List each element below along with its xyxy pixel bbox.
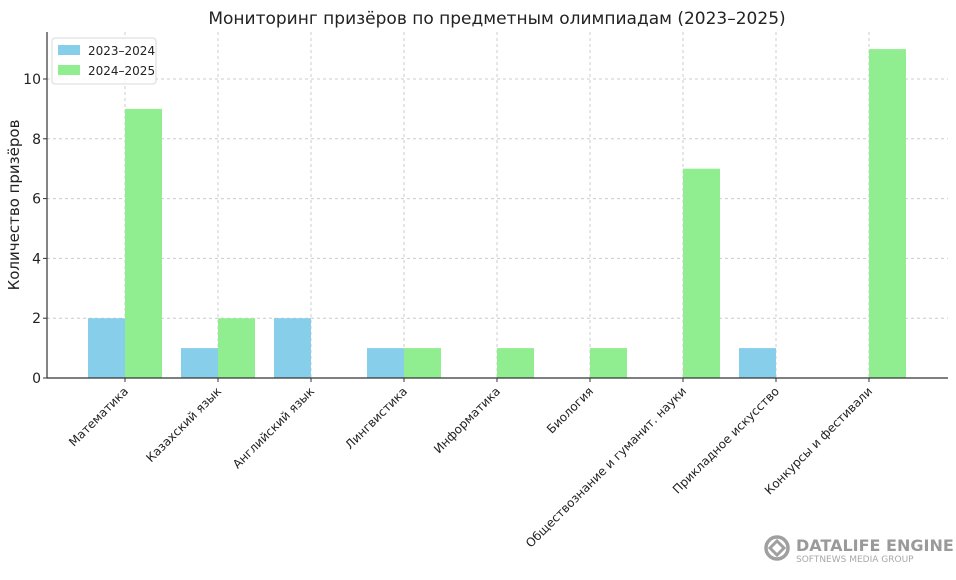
watermark-subtitle: SOFTNEWS MEDIA GROUP bbox=[796, 555, 914, 565]
bar bbox=[404, 348, 441, 378]
x-tick-label: Английский язык bbox=[230, 384, 317, 471]
bar bbox=[497, 348, 534, 378]
bar bbox=[367, 348, 404, 378]
watermark-title: DATALIFE ENGINE bbox=[796, 536, 954, 555]
y-tick-label: 10 bbox=[23, 72, 41, 88]
x-tick-label: Биология bbox=[544, 384, 596, 436]
legend-swatch bbox=[58, 45, 80, 55]
bars bbox=[88, 49, 906, 379]
x-tick-label: Конкурсы и фестивали bbox=[762, 384, 875, 497]
x-axis-ticks: Математика Казахский язык Английский язык Л… bbox=[66, 378, 875, 550]
bar bbox=[590, 348, 627, 378]
y-axis-ticks: 0 2 4 6 8 10 bbox=[23, 72, 47, 387]
y-tick-label: 4 bbox=[32, 251, 41, 267]
x-tick-label: Информатика bbox=[431, 384, 503, 456]
watermark: DATALIFE ENGINE SOFTNEWS MEDIA GROUP bbox=[764, 535, 954, 565]
legend-label: 2023–2024 bbox=[88, 44, 155, 58]
x-tick-label: Обществознание и гуманит. науки bbox=[523, 384, 689, 550]
y-tick-label: 2 bbox=[32, 311, 41, 327]
bar bbox=[88, 318, 125, 378]
bar bbox=[739, 348, 776, 378]
y-axis-label: Количество призёров bbox=[5, 120, 23, 291]
y-tick-label: 8 bbox=[32, 132, 41, 148]
bar bbox=[181, 348, 218, 378]
y-tick-label: 0 bbox=[32, 371, 41, 387]
x-tick-label: Лингвистика bbox=[342, 384, 410, 452]
legend-label: 2024–2025 bbox=[88, 64, 155, 78]
x-tick-label: Математика bbox=[66, 384, 131, 449]
x-tick-label: Казахский язык bbox=[143, 384, 224, 465]
chart-title: Мониторинг призёров по предметным олимпи… bbox=[208, 9, 785, 29]
bar bbox=[869, 49, 906, 378]
grid-lines bbox=[47, 32, 948, 378]
datalife-logo-icon bbox=[764, 535, 790, 561]
bar bbox=[274, 318, 311, 378]
bar bbox=[125, 108, 162, 379]
legend-swatch bbox=[58, 65, 80, 75]
legend: 2023–2024 2024–2025 bbox=[51, 37, 157, 85]
y-tick-label: 6 bbox=[32, 192, 41, 208]
bar bbox=[218, 318, 255, 378]
bar bbox=[683, 168, 720, 378]
x-tick-label: Прикладное искусство bbox=[670, 384, 782, 496]
